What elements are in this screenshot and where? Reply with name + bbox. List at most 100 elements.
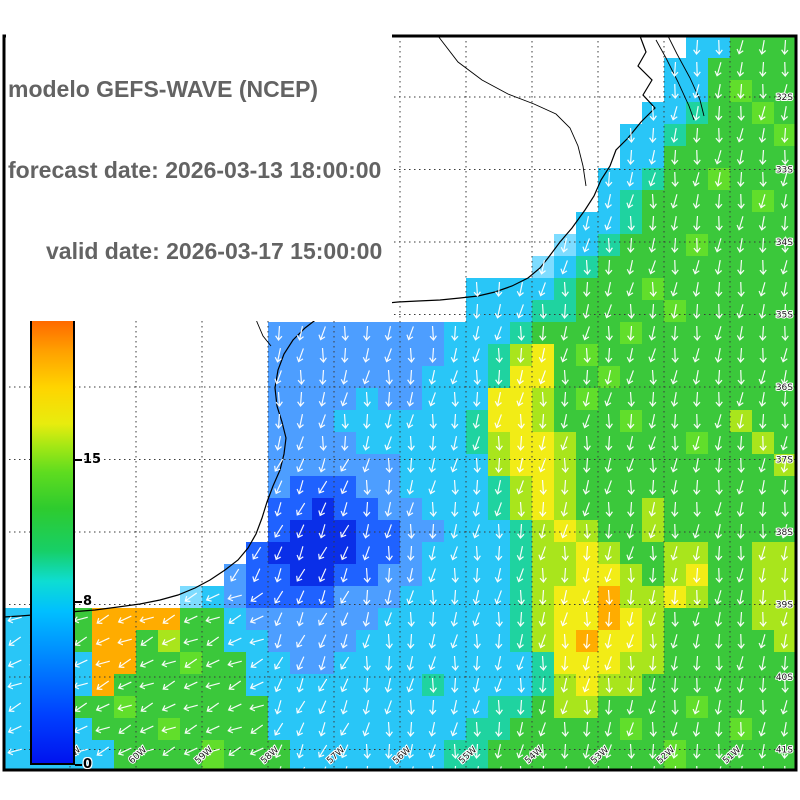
wind-arrow xyxy=(714,700,723,715)
wind-arrow xyxy=(516,304,524,319)
wind-arrow xyxy=(583,281,591,297)
wind-arrow xyxy=(318,480,328,494)
wind-arrow xyxy=(205,616,220,624)
wind-arrow xyxy=(363,325,371,341)
coastline xyxy=(667,36,705,117)
wind-arrow xyxy=(428,634,436,649)
wind-arrow xyxy=(183,704,198,712)
wind-arrow xyxy=(714,172,723,187)
wind-arrow xyxy=(627,325,635,341)
wind-arrow xyxy=(649,567,657,583)
wind-arrow xyxy=(561,457,569,473)
wind-arrow xyxy=(340,546,349,561)
wind-arrow xyxy=(759,237,767,253)
wind-arrow xyxy=(252,568,261,583)
wind-arrow xyxy=(758,128,767,143)
wind-arrow xyxy=(117,615,132,624)
wind-arrow xyxy=(517,523,525,539)
wind-arrow xyxy=(274,568,282,583)
wind-arrow xyxy=(737,523,745,539)
wind-arrow xyxy=(758,106,766,121)
lat-label: 33S xyxy=(776,166,793,176)
wind-arrow xyxy=(693,39,701,55)
wind-arrow xyxy=(318,568,327,583)
wind-arrow xyxy=(780,370,789,385)
wind-arrow xyxy=(318,700,327,715)
wind-arrow xyxy=(693,237,701,253)
wind-arrow xyxy=(495,721,503,737)
wind-arrow xyxy=(627,479,635,495)
wind-arrow xyxy=(649,721,657,737)
lat-labels: 32S 33S 34S 35S 36S 37S 38S 39S 40S 41S xyxy=(775,92,794,757)
wind-arrow xyxy=(714,260,723,275)
wind-arrow xyxy=(227,703,242,712)
wind-arrow xyxy=(472,348,480,363)
wind-arrow xyxy=(627,655,635,671)
forecast-date-label: forecast date: 2026-03-13 18:00:00 xyxy=(8,157,382,183)
wind-arrow xyxy=(363,501,371,517)
lat-label: 32S xyxy=(776,93,793,103)
wind-arrow xyxy=(340,392,348,407)
wind-arrow xyxy=(780,106,789,121)
wind-arrow xyxy=(583,435,591,451)
wind-arrow xyxy=(605,237,613,253)
grid-cell xyxy=(114,762,136,770)
wind-arrow xyxy=(670,656,679,671)
wind-arrow xyxy=(692,84,700,99)
grid-cell xyxy=(26,762,48,770)
wind-arrow xyxy=(780,84,788,99)
wind-arrow xyxy=(692,370,701,385)
wind-arrow xyxy=(759,83,767,99)
wind-arrow xyxy=(407,457,415,473)
wind-arrow xyxy=(604,722,612,737)
wind-arrow xyxy=(671,699,679,715)
wind-arrow xyxy=(362,546,370,561)
wind-arrow xyxy=(8,636,22,646)
wind-arrow xyxy=(693,413,701,429)
wind-arrow xyxy=(648,700,656,715)
wind-arrow xyxy=(736,744,744,759)
grid-cell xyxy=(532,762,554,770)
wind-arrow xyxy=(7,659,22,668)
wind-arrow xyxy=(318,590,326,605)
wind-arrow xyxy=(384,524,392,539)
wind-arrow xyxy=(451,413,459,429)
wind-arrow xyxy=(759,435,767,451)
wind-arrow xyxy=(560,348,568,363)
wind-arrow xyxy=(516,282,524,297)
wind-arrow xyxy=(140,702,154,712)
valid-date-label: valid date: 2026-03-17 15:00:00 xyxy=(46,238,383,264)
wind-arrow xyxy=(318,502,327,517)
wind-arrow xyxy=(539,391,547,407)
colorbar-tick-label: 8 xyxy=(83,594,93,610)
grid-cell xyxy=(180,762,202,770)
wind-arrow xyxy=(780,612,788,627)
wind-arrow xyxy=(715,633,723,649)
wind-arrow xyxy=(626,458,634,473)
wind-arrow xyxy=(341,347,349,363)
wind-arrow xyxy=(406,480,414,495)
wind-arrow xyxy=(538,722,546,737)
wind-arrow xyxy=(341,435,349,451)
wind-arrow xyxy=(162,614,176,624)
wind-arrow xyxy=(648,260,656,275)
wind-arrow xyxy=(583,545,591,561)
wind-arrow xyxy=(758,744,767,759)
wind-arrow xyxy=(649,215,657,231)
wind-arrow xyxy=(362,524,370,539)
wind-arrow xyxy=(384,502,392,517)
wind-arrow xyxy=(781,567,789,583)
wind-arrow xyxy=(714,348,723,363)
wind-arrow xyxy=(671,589,679,605)
wind-arrow xyxy=(604,744,612,759)
wind-arrow xyxy=(715,721,723,737)
wind-arrow xyxy=(737,611,745,627)
wind-arrow xyxy=(495,347,503,363)
wind-arrow xyxy=(340,612,349,627)
wind-arrow xyxy=(340,656,350,670)
lat-label: 41S xyxy=(776,746,793,756)
wind-arrow xyxy=(692,194,701,209)
wind-arrow xyxy=(495,699,503,715)
wind-arrow xyxy=(649,127,657,143)
wind-arrow xyxy=(604,282,612,297)
